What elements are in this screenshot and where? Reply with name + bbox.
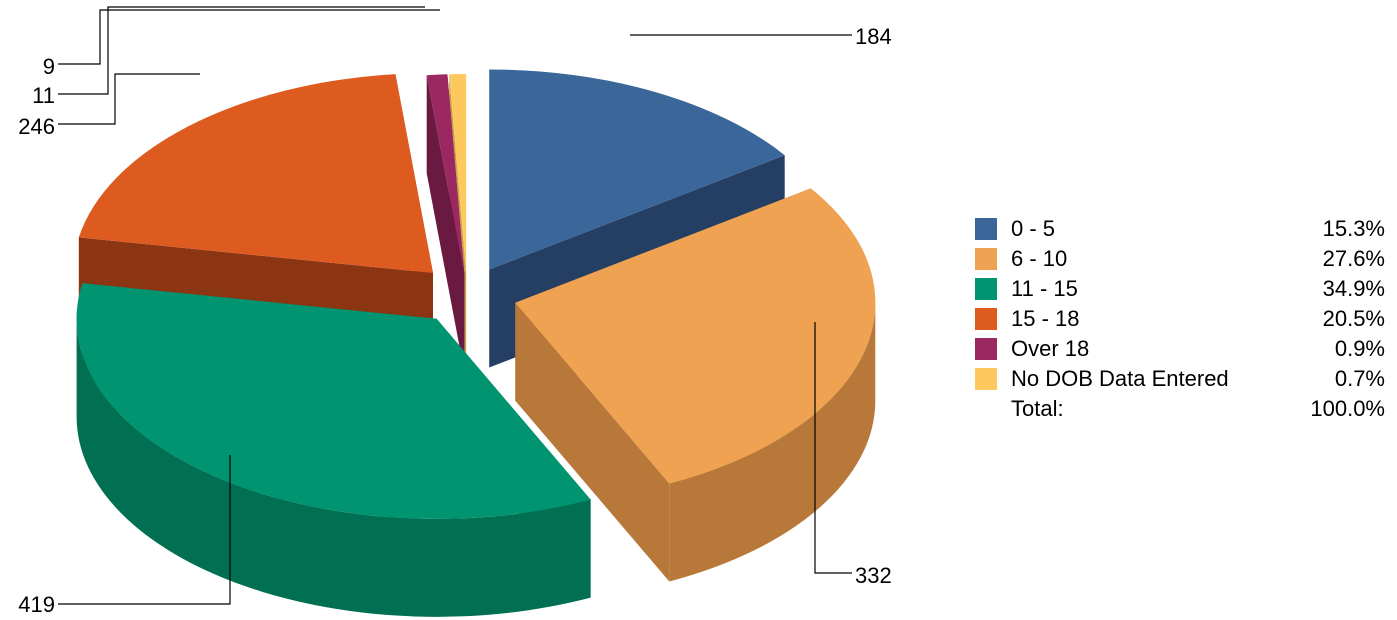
legend-percentage: 27.6% bbox=[1322, 246, 1385, 271]
leader-line bbox=[814, 322, 852, 574]
data-label: 332 bbox=[855, 563, 892, 588]
pie-slice-top bbox=[449, 73, 467, 275]
data-label: 11 bbox=[32, 83, 55, 108]
legend-percentage: 0.9% bbox=[1334, 336, 1385, 361]
legend-item: No DOB Data Entered 0.7% bbox=[975, 364, 1385, 394]
data-label: 246 bbox=[18, 114, 55, 139]
pie-slice bbox=[515, 188, 876, 582]
leader-line bbox=[58, 73, 200, 125]
leader-lines bbox=[58, 6, 852, 605]
legend-swatch-blank bbox=[975, 398, 997, 420]
legend-total-value: 100.0% bbox=[1310, 396, 1385, 421]
legend: 0 - 5 15.3% 6 - 10 27.6% 11 - 15 34.9% 15 - 18… bbox=[975, 214, 1385, 424]
pie-slice-side bbox=[426, 75, 465, 373]
pie-slice-side bbox=[515, 302, 670, 582]
data-label: 419 bbox=[18, 592, 55, 617]
pie-slices bbox=[76, 69, 876, 617]
leader-line bbox=[58, 455, 231, 605]
legend-swatch bbox=[975, 218, 997, 240]
legend-swatch bbox=[975, 368, 997, 390]
pie-slice bbox=[426, 74, 465, 373]
legend-item: Over 18 0.9% bbox=[975, 334, 1385, 364]
legend-swatch bbox=[975, 278, 997, 300]
legend-swatch bbox=[975, 308, 997, 330]
legend-item: 15 - 18 20.5% bbox=[975, 304, 1385, 334]
legend-label: 11 - 15 bbox=[1011, 276, 1078, 301]
legend-swatch bbox=[975, 248, 997, 270]
pie-slice-top bbox=[78, 74, 433, 274]
legend-swatch bbox=[975, 338, 997, 360]
legend-total-row: Total: 100.0% bbox=[975, 394, 1385, 424]
data-label: 9 bbox=[43, 54, 55, 79]
legend-label: 6 - 10 bbox=[1011, 246, 1068, 271]
legend-label: 15 - 18 bbox=[1011, 306, 1080, 331]
leader-line bbox=[58, 6, 425, 95]
leader-line bbox=[58, 9, 440, 65]
legend-item: 0 - 5 15.3% bbox=[975, 214, 1385, 244]
pie-slice-wall bbox=[669, 302, 876, 582]
pie-slice-top bbox=[489, 69, 785, 270]
legend-percentage: 0.7% bbox=[1334, 366, 1385, 391]
legend-label: No DOB Data Entered bbox=[1011, 366, 1229, 391]
data-label: 184 bbox=[855, 24, 892, 49]
data-labels: 184 332 419 246 11 9 bbox=[18, 24, 891, 617]
pie-chart: 184 332 419 246 11 9 bbox=[18, 6, 892, 617]
legend-item: 6 - 10 27.6% bbox=[975, 244, 1385, 274]
legend-label: Over 18 bbox=[1011, 336, 1090, 361]
legend-percentage: 15.3% bbox=[1322, 216, 1385, 241]
pie-slice-wall bbox=[76, 318, 591, 617]
legend-item: 11 - 15 34.9% bbox=[975, 274, 1385, 304]
legend-label: 0 - 5 bbox=[1011, 216, 1056, 241]
legend-percentage: 20.5% bbox=[1322, 306, 1385, 331]
pie-slice bbox=[76, 283, 591, 617]
pie-slice-top bbox=[76, 283, 591, 519]
pie-slice-top bbox=[515, 188, 876, 484]
legend-percentage: 34.9% bbox=[1322, 276, 1385, 301]
pie-slice-top bbox=[426, 74, 465, 275]
legend-total-label: Total: bbox=[1011, 396, 1064, 421]
